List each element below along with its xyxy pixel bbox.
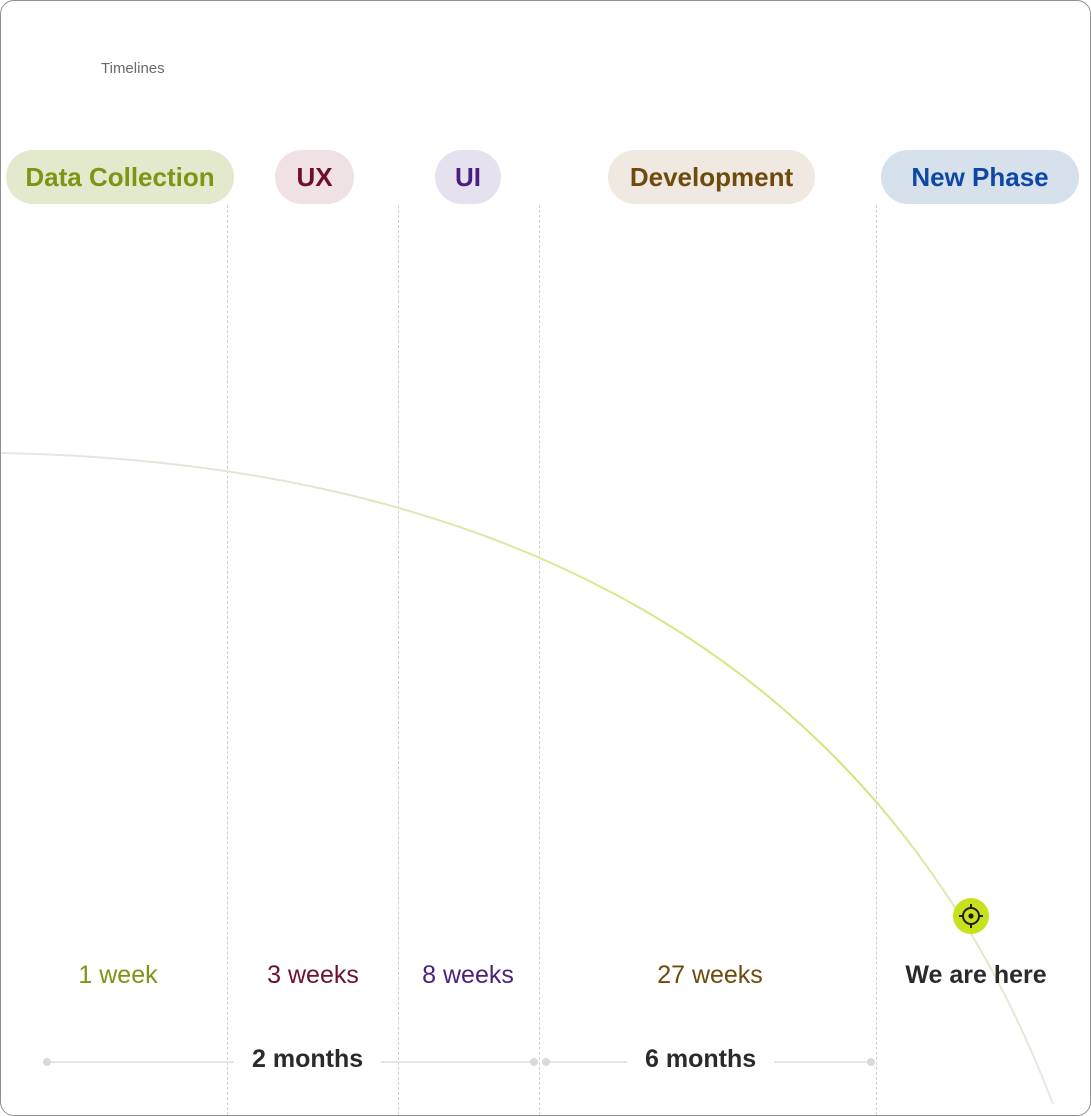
column-divider xyxy=(539,205,540,1115)
phase-label: Development xyxy=(629,161,794,192)
summary-duration: 6 months xyxy=(627,1045,775,1074)
progress-curve xyxy=(1,452,1054,1105)
phase-label: UI xyxy=(455,161,481,192)
phase-duration: 8 weeks xyxy=(422,961,514,989)
phase-pill-data-collection: Data Collection xyxy=(6,150,234,204)
column-divider xyxy=(876,205,877,1115)
phase-duration: 27 weeks xyxy=(657,961,763,989)
phase-pill-new-phase: New Phase xyxy=(881,150,1079,204)
phase-pill-ui: UI xyxy=(435,150,501,204)
phase-duration: 1 week xyxy=(78,961,158,989)
summary-line-end xyxy=(867,1058,875,1066)
phase-label: UX xyxy=(296,161,333,192)
page-title: Timelines xyxy=(101,60,165,77)
phase-pill-development: Development xyxy=(608,150,815,204)
phase-label: Data Collection xyxy=(25,161,215,192)
phase-label: New Phase xyxy=(911,161,1049,192)
summary-line-end xyxy=(43,1058,51,1066)
summary-line-end xyxy=(530,1058,538,1066)
column-divider xyxy=(227,205,228,1115)
target-icon xyxy=(959,904,983,928)
phase-pill-ux: UX xyxy=(275,150,354,204)
current-position-label: We are here xyxy=(905,961,1047,989)
phase-duration: 3 weeks xyxy=(267,961,359,989)
column-divider xyxy=(398,205,399,1115)
current-position-marker xyxy=(953,898,989,934)
summary-duration: 2 months xyxy=(234,1045,382,1074)
summary-line-end xyxy=(542,1058,550,1066)
